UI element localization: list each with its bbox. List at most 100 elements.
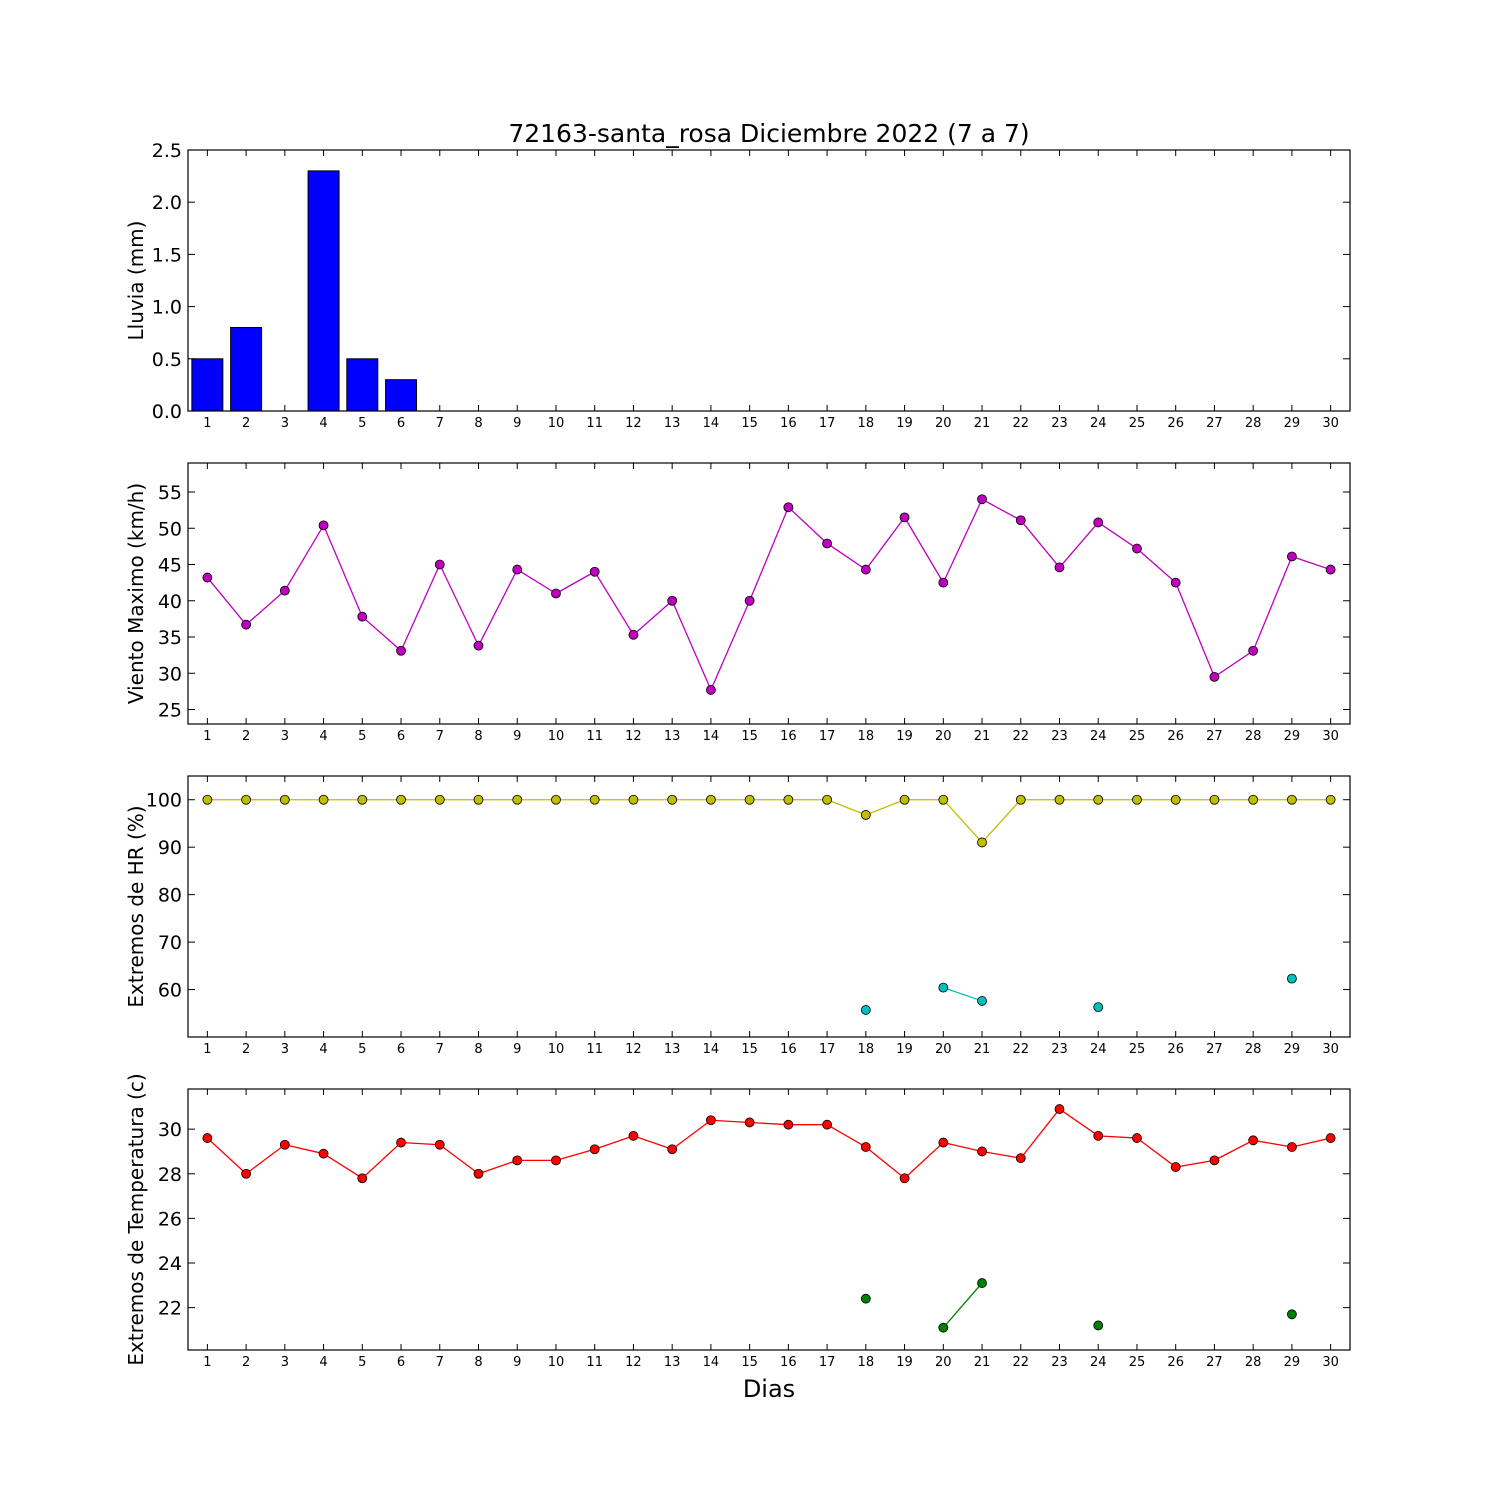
x-tick-label: 16: [780, 1042, 797, 1057]
series-1-segment: [865, 799, 905, 816]
x-tick-label: 1: [203, 416, 211, 431]
x-tick-label: 25: [1129, 416, 1146, 431]
chart-panels: 1 2 3 4 5 6 7 8 9 10 11 12 13 14 15 16 17 18 19 20 21 22 23 24 2…: [124, 140, 1351, 1370]
series-1-point-day-18: [860, 1142, 871, 1152]
x-tick-label: 5: [358, 416, 366, 431]
x-tick-label: 26: [1167, 1355, 1184, 1370]
x-tick-label: 28: [1245, 729, 1262, 744]
series-1-segment: [478, 1159, 518, 1175]
x-tick-label: 23: [1051, 1355, 1068, 1370]
series-1-segment: [826, 799, 867, 816]
series-1-point-day-16: [783, 794, 794, 805]
y-axis-label: Extremos de HR (%): [124, 805, 148, 1007]
series-1-segment: [1214, 1139, 1254, 1161]
series-1-segment: [1291, 555, 1331, 571]
axes-frame: [187, 149, 1351, 412]
x-tick-label: 30: [1322, 1042, 1339, 1057]
x-tick-label: 19: [896, 416, 913, 431]
series-1-point-day-5: [357, 1173, 368, 1184]
series-1-point-day-21: [977, 1146, 987, 1157]
y-tick-label: 0.0: [152, 401, 182, 423]
series-1-segment: [826, 542, 867, 571]
series-1-point-day-23: [1054, 1104, 1065, 1114]
panel-3: 1 2 3 4 5 6 7 8 9 10 11 12 13 14 15 16 17 18 19 20 21 22 23 24 2…: [124, 775, 1351, 1057]
series-1-segment: [710, 1119, 750, 1124]
y-tick-label: 26: [158, 1208, 182, 1230]
series-1-point-day-29: [1287, 1142, 1297, 1152]
x-tick-label: 16: [780, 416, 797, 431]
x-tick-label: 1: [203, 1355, 211, 1370]
x-tick-label: 18: [858, 416, 875, 431]
series-1-segment: [594, 1135, 634, 1150]
x-tick-label: 6: [397, 729, 405, 744]
y-tick-label: 30: [158, 1119, 182, 1141]
series-1-point-day-4: [318, 1148, 329, 1159]
series-1-segment: [361, 1142, 402, 1179]
series-1-point-day-21: [977, 494, 987, 505]
y-tick-label: 0.5: [152, 349, 182, 371]
series-1-point-day-20: [938, 1137, 949, 1148]
y-tick-label: 80: [158, 885, 182, 907]
series-1-segment: [400, 1141, 440, 1146]
x-tick-label: 3: [281, 729, 289, 744]
series-2-point-day-21: [977, 996, 987, 1006]
x-tick-label: 24: [1090, 1042, 1107, 1057]
x-tick-label: 25: [1129, 729, 1146, 744]
series-1-segment: [981, 799, 1022, 843]
x-tick-label: 2: [242, 1355, 250, 1370]
series-1-point-day-4: [318, 520, 329, 531]
x-tick-label: 2: [242, 729, 250, 744]
y-tick-label: 28: [158, 1164, 182, 1186]
y-tick-label: 50: [158, 518, 182, 540]
x-tick-label: 30: [1322, 1355, 1339, 1370]
x-tick-label: 11: [586, 416, 603, 431]
series-1-segment: [826, 1124, 867, 1148]
series-2-point-day-29: [1287, 973, 1297, 984]
series-1-segment: [206, 577, 247, 626]
x-tick-label: 14: [703, 1355, 720, 1370]
series-1-segment: [439, 564, 480, 646]
x-tick-label: 24: [1090, 416, 1107, 431]
series-1-point-day-24: [1093, 1130, 1104, 1141]
x-tick-label: 27: [1206, 729, 1223, 744]
series-1-point-day-8: [473, 1168, 484, 1179]
y-tick-label: 30: [158, 663, 182, 685]
series-1-point-day-13: [667, 595, 678, 606]
series-1-segment: [1175, 582, 1216, 678]
series-1-point-day-9: [512, 794, 523, 805]
series-1-point-day-24: [1093, 794, 1104, 805]
x-tick-label: 20: [935, 1355, 952, 1370]
x-tick-label: 8: [474, 1355, 482, 1370]
series-1-segment: [1252, 556, 1293, 652]
series-1-point-day-26: [1170, 577, 1181, 588]
x-tick-label: 17: [819, 1042, 836, 1057]
x-tick-label: 26: [1167, 416, 1184, 431]
series-1-point-day-12: [628, 1130, 639, 1141]
series-1-segment: [477, 569, 518, 646]
series-1-point-day-30: [1325, 564, 1336, 575]
x-tick-label: 21: [974, 416, 991, 431]
x-tick-label: 9: [513, 729, 521, 744]
y-tick-label: 60: [158, 980, 182, 1002]
series-1-segment: [671, 1119, 712, 1150]
series-1-segment: [749, 1121, 789, 1126]
series-1-point-day-20: [938, 577, 949, 588]
y-tick-label: 35: [158, 627, 182, 649]
series-1-segment: [710, 600, 751, 691]
x-tick-label: 28: [1245, 1042, 1262, 1057]
bar-day-2: [230, 326, 263, 412]
x-tick-label: 6: [397, 1355, 405, 1370]
series-1-segment: [439, 1144, 479, 1175]
x-tick-label: 23: [1051, 729, 1068, 744]
series-1-segment: [865, 1146, 905, 1179]
x-tick-label: 4: [319, 1355, 327, 1370]
series-1-point-day-18: [860, 564, 871, 575]
x-tick-label: 25: [1129, 1355, 1146, 1370]
y-tick-label: 45: [158, 555, 182, 577]
series-1-segment: [555, 571, 596, 595]
x-tick-label: 21: [974, 1355, 991, 1370]
series-1-segment: [206, 1137, 247, 1175]
y-tick-label: 2.0: [152, 192, 182, 214]
x-tick-label: 24: [1090, 729, 1107, 744]
series-1-segment: [555, 1148, 595, 1162]
